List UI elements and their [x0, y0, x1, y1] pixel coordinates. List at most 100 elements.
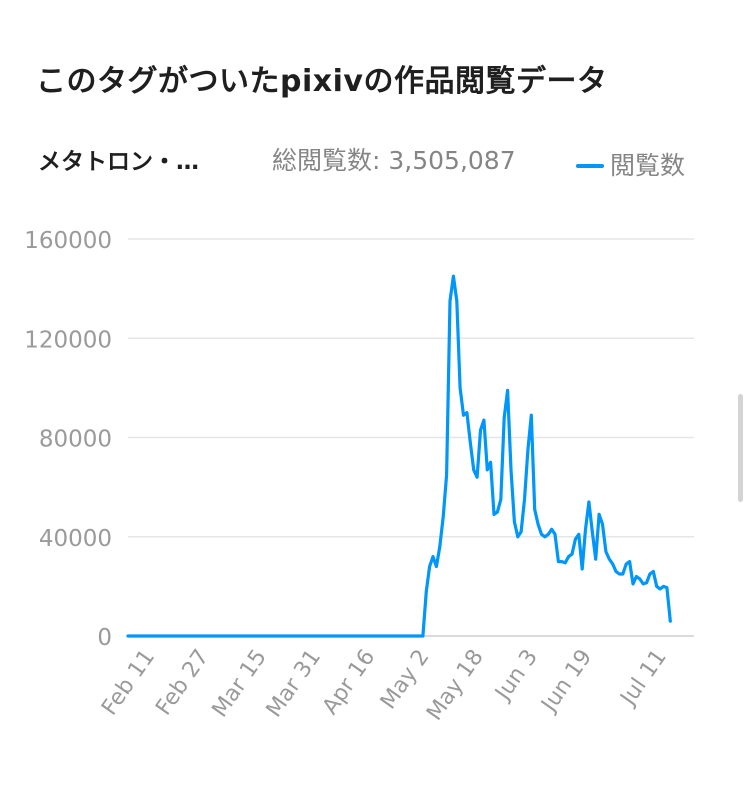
data-point: [624, 562, 628, 566]
data-point: [590, 530, 594, 534]
data-point: [614, 570, 618, 573]
data-point: [438, 545, 442, 549]
data-point: [658, 587, 662, 591]
data-point: [662, 585, 665, 588]
chart-legend[interactable]: 閲覧数: [576, 146, 685, 182]
data-point: [550, 527, 554, 531]
data-point: [452, 274, 455, 278]
data-point: [560, 560, 564, 563]
data-point: [485, 468, 489, 472]
x-tick-label: May 2: [376, 645, 435, 714]
data-point: [570, 552, 574, 556]
data-point: [655, 585, 659, 588]
data-point: [428, 565, 431, 568]
legend-label: 閲覧数: [610, 151, 686, 180]
data-point: [587, 500, 591, 504]
data-point: [563, 561, 567, 565]
data-point: [126, 634, 130, 638]
data-point: [441, 515, 445, 519]
series-line: [126, 274, 672, 638]
data-point: [513, 520, 516, 524]
data-point: [648, 572, 652, 576]
data-point: [536, 522, 540, 526]
data-point: [472, 468, 476, 472]
data-point: [455, 299, 459, 303]
data-point: [519, 530, 523, 534]
data-point: [631, 582, 635, 586]
data-point: [448, 299, 452, 303]
data-point: [635, 575, 638, 578]
total-views: 総閲覧数: 3,505,087: [272, 146, 516, 175]
data-point: [621, 572, 625, 576]
x-tick-label: Jun 19: [536, 645, 597, 718]
x-tick-label: Jun 3: [490, 645, 543, 706]
x-tick-label: Mar 31: [262, 645, 326, 722]
data-point: [421, 634, 425, 638]
data-point: [553, 532, 557, 536]
data-point: [458, 386, 462, 390]
data-point: [607, 557, 611, 561]
x-tick-label: Apr 16: [318, 645, 380, 719]
data-point: [516, 535, 520, 539]
data-point: [546, 532, 550, 536]
x-tick-label: May 18: [422, 645, 489, 725]
y-tick-label: 120000: [24, 327, 112, 353]
data-point: [584, 527, 587, 531]
data-point: [597, 513, 601, 516]
data-point: [489, 460, 492, 464]
data-point: [431, 555, 435, 558]
data-point: [496, 510, 499, 514]
data-point: [601, 522, 604, 526]
y-tick-label: 0: [97, 625, 112, 651]
data-point: [668, 619, 672, 623]
data-point: [665, 586, 669, 589]
data-point: [580, 567, 584, 571]
data-point: [594, 557, 598, 561]
scrollbar[interactable]: [738, 394, 743, 502]
data-point: [509, 468, 513, 472]
data-point: [618, 572, 621, 576]
data-point: [638, 577, 642, 581]
y-tick-label: 160000: [24, 228, 112, 254]
data-point: [641, 582, 645, 586]
data-point: [645, 581, 648, 585]
x-tick-label: Feb 11: [97, 645, 160, 720]
data-point: [462, 413, 465, 417]
section-title: このタグがついたpixivの作品閲覧データ: [36, 64, 608, 99]
data-point: [574, 537, 577, 541]
data-point: [628, 560, 631, 563]
data-point: [506, 389, 509, 392]
data-point: [475, 475, 479, 479]
data-point: [557, 560, 560, 563]
tag-name: メタトロン・…: [38, 149, 199, 175]
data-point: [540, 532, 543, 536]
data-point: [523, 498, 526, 501]
data-point: [543, 535, 547, 539]
data-point: [424, 589, 428, 593]
legend-swatch: [576, 164, 604, 168]
x-tick-label: Mar 15: [208, 645, 272, 722]
data-point: [529, 413, 533, 417]
data-point: [468, 441, 472, 444]
y-tick-label: 40000: [39, 526, 112, 552]
data-point: [492, 513, 496, 516]
data-point: [577, 532, 581, 536]
data-point: [499, 498, 503, 501]
data-point: [526, 448, 530, 452]
data-point: [567, 555, 570, 558]
x-tick-label: Feb 27: [151, 645, 214, 720]
data-point: [604, 550, 608, 553]
data-point: [435, 565, 438, 568]
data-point: [502, 416, 506, 419]
data-point: [445, 473, 448, 477]
x-tick-label: Jul 11: [615, 645, 672, 711]
data-point: [611, 562, 615, 566]
y-tick-label: 80000: [39, 427, 112, 453]
data-point: [479, 428, 482, 432]
data-point: [482, 418, 486, 422]
data-point: [465, 411, 469, 415]
data-point: [651, 570, 655, 573]
data-point: [533, 508, 537, 511]
